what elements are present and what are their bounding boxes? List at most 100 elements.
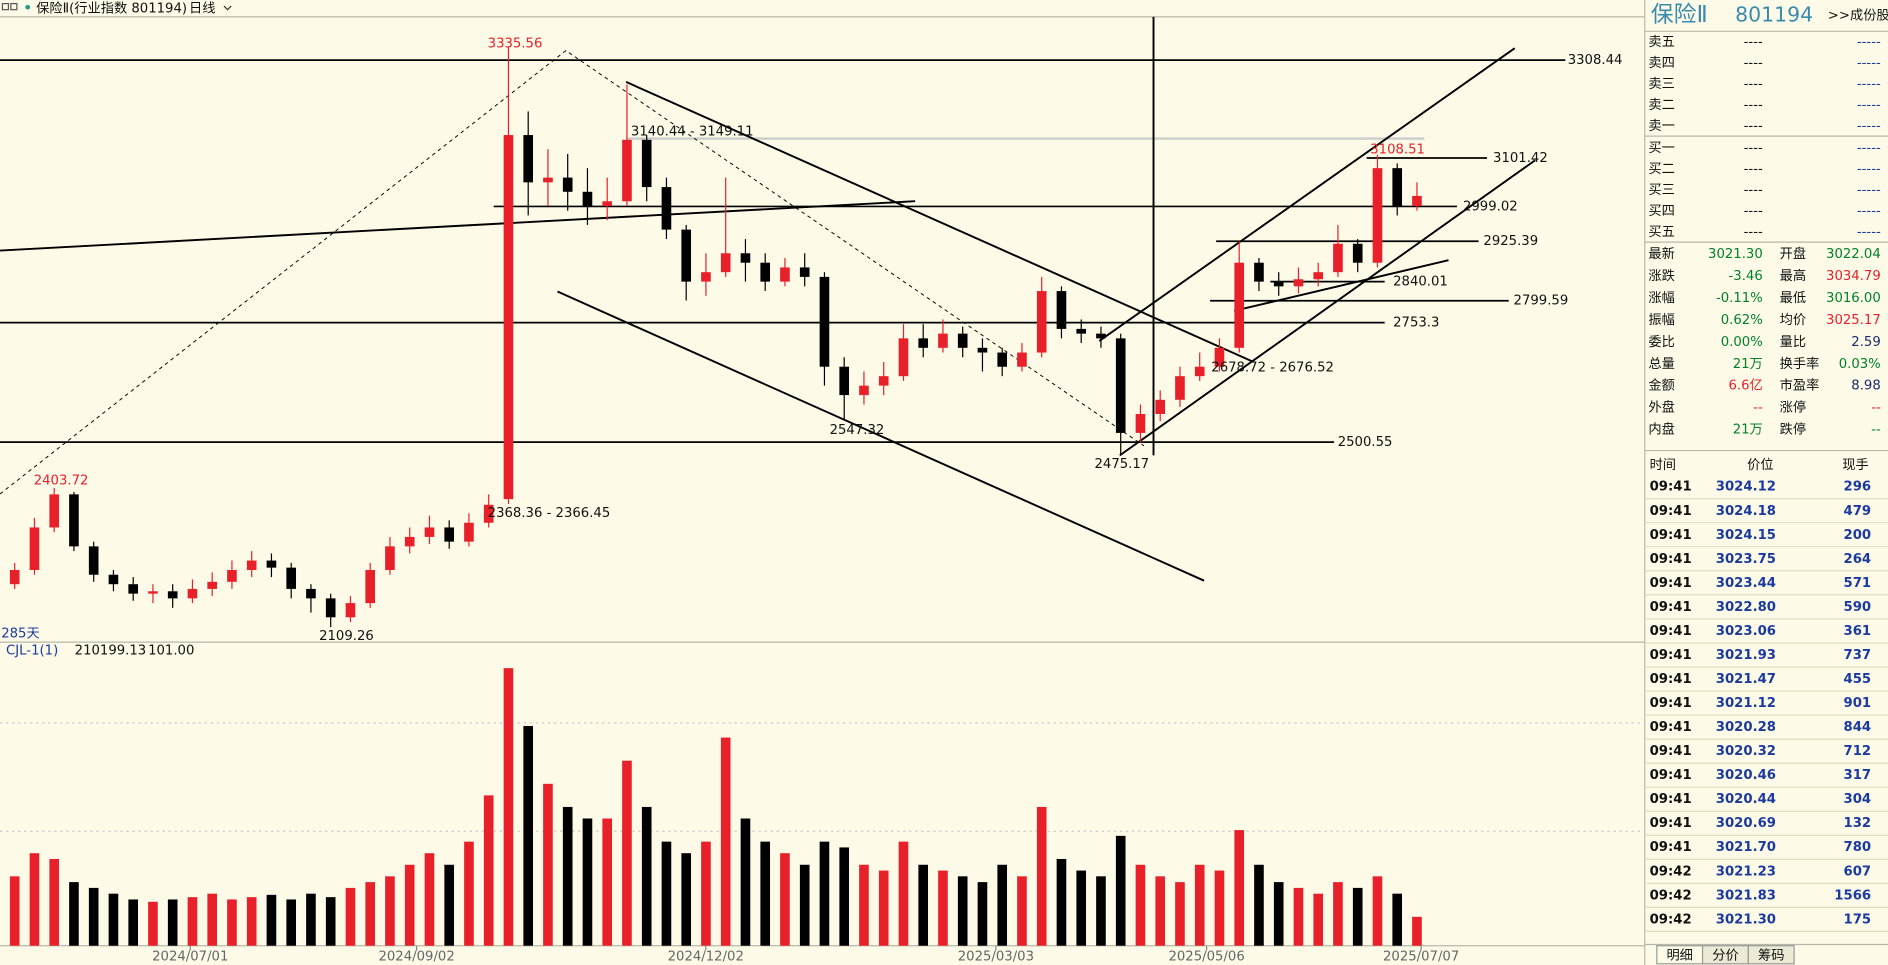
ticks-header: 现手 [1842,457,1868,473]
tab-label[interactable]: 筹码 [1758,946,1784,963]
candle-body [345,603,356,618]
candle-body [1155,399,1166,414]
candle-body [859,385,869,396]
line-label: 2999.02 [1463,199,1518,214]
tick-volume: 132 [1844,816,1872,831]
tick-volume: 737 [1844,648,1872,663]
tick-price: 3021.83 [1716,888,1776,903]
volume-bar [760,841,771,946]
stat-value: 3034.79 [1826,269,1881,284]
tick-price: 3020.69 [1716,816,1776,831]
tick-volume: 296 [1844,480,1872,495]
stat-label: 振幅 [1648,312,1674,328]
volume-bar [878,870,889,946]
candle-body [325,598,336,618]
candle-body [1392,168,1403,206]
x-tick-label: 2025/03/03 [958,950,1034,965]
icon [25,4,31,10]
tick-time: 09:41 [1650,528,1692,543]
plot: 2024/07/01 2024/09/02 2024/12/02 2025/03/03… [0,36,1622,965]
volume-bar [701,841,711,946]
candle-body [483,504,494,523]
trendline [1119,159,1536,457]
book-price: ---- [1744,35,1763,50]
volume-bar [286,899,297,946]
period[interactable]: 日线 [189,0,215,16]
tick-price: 3023.06 [1716,624,1776,639]
volume-header: CJL-1(1) 210199.13 101.00 [6,644,194,659]
tab-label[interactable]: 明细 [1666,947,1692,963]
tick-volume: 455 [1844,672,1872,687]
tick-price: 3020.44 [1716,792,1776,807]
volume-bar [444,864,455,946]
price-annotation: 3108.51 [1370,142,1425,157]
book-label: 卖五 [1648,34,1674,50]
trendline [625,81,1253,363]
candle-body [207,581,218,589]
candle-body [582,191,593,206]
tick-volume: 571 [1844,576,1872,591]
volume-bar [266,894,277,946]
stat-value: -- [1753,401,1763,416]
candle-body [780,267,790,282]
candle-body [503,135,514,500]
volume-bar [740,818,751,946]
book-volume: ----- [1857,35,1881,50]
tick-volume: 304 [1844,792,1872,807]
stat-value: -0.11% [1716,291,1763,306]
candle-body [69,494,79,547]
constituents-link[interactable]: >>成份股 [1828,8,1888,24]
tick-time: 09:41 [1650,600,1692,615]
book-volume: ----- [1857,119,1881,134]
candle-body [799,267,810,277]
stat-value: 2.59 [1851,335,1880,350]
tick-price: 3021.12 [1716,696,1776,711]
book-price: ---- [1744,56,1763,71]
volume-bar [503,668,514,946]
volume-bar [187,897,198,946]
candle-body [760,262,771,282]
candle-body [1273,281,1284,287]
tick-volume: 175 [1844,912,1872,927]
volume-bar [1254,864,1264,946]
symbol-title: 保险Ⅱ(行业指数 801194) [36,0,187,16]
tab[interactable] [1747,945,1795,965]
volume-bar [69,882,79,946]
candle-body [1036,291,1047,353]
volume-bar [562,806,573,946]
volume-bar [839,847,850,946]
candle-body [167,591,178,599]
icon [10,3,18,11]
volume-bar [148,901,158,946]
tick-price: 3022.80 [1716,600,1776,615]
candle-body [918,338,929,348]
volume-bar [523,725,534,946]
tick-volume: 264 [1844,552,1872,567]
price-annotation: 2475.17 [1095,457,1150,472]
volume-bar [681,853,692,946]
price-annotation: 3335.56 [488,36,543,51]
trendline [557,290,1205,582]
volume-bar [819,841,830,946]
candle-body [1115,338,1126,433]
tick-time: 09:41 [1650,768,1692,783]
stat-value: -- [1871,423,1881,438]
indicator-label[interactable]: CJL-1(1) [6,644,58,659]
stat-value: 21万 [1733,423,1763,438]
stat-label: 开盘 [1780,245,1806,262]
tick-time: 09:41 [1650,480,1692,495]
tick-volume: 479 [1844,504,1872,519]
volume-bar [1352,887,1363,946]
candle-body [49,494,60,528]
tick-price: 3024.18 [1716,504,1776,519]
stat-label: 跌停 [1780,421,1806,438]
tick-time: 09:41 [1650,576,1692,591]
book-label: 买四 [1648,203,1674,219]
dropdown [223,5,232,11]
candle-body [543,177,553,183]
stat-label: 总量 [1648,356,1674,372]
tab-label[interactable]: 分价 [1712,947,1738,963]
tick-time: 09:41 [1650,744,1692,759]
